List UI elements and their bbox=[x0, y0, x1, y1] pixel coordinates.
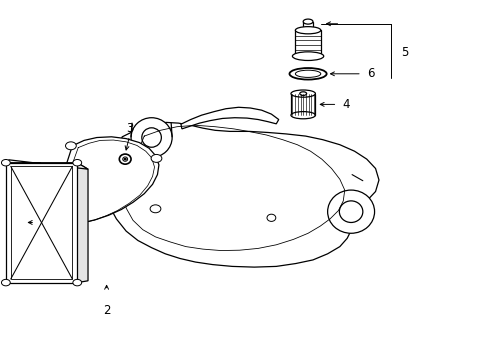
Ellipse shape bbox=[73, 159, 81, 166]
Polygon shape bbox=[6, 160, 88, 169]
Text: 2: 2 bbox=[102, 304, 110, 317]
Ellipse shape bbox=[131, 118, 172, 157]
Ellipse shape bbox=[122, 157, 127, 161]
Ellipse shape bbox=[303, 27, 312, 32]
Polygon shape bbox=[60, 137, 159, 224]
Text: 6: 6 bbox=[366, 67, 373, 80]
Bar bbox=[295, 30, 320, 56]
Ellipse shape bbox=[150, 205, 161, 213]
Text: 4: 4 bbox=[342, 98, 349, 111]
Ellipse shape bbox=[151, 154, 162, 162]
Ellipse shape bbox=[303, 19, 312, 24]
Text: 5: 5 bbox=[400, 46, 407, 59]
Polygon shape bbox=[105, 122, 378, 267]
Ellipse shape bbox=[65, 142, 76, 150]
Ellipse shape bbox=[295, 27, 320, 34]
Bar bbox=[6, 163, 77, 283]
Ellipse shape bbox=[142, 128, 161, 147]
Ellipse shape bbox=[292, 52, 323, 60]
Ellipse shape bbox=[58, 215, 69, 223]
Text: 1: 1 bbox=[12, 199, 20, 212]
Ellipse shape bbox=[119, 154, 131, 164]
Ellipse shape bbox=[290, 112, 315, 119]
Text: 3: 3 bbox=[125, 122, 133, 135]
Ellipse shape bbox=[1, 279, 10, 286]
Ellipse shape bbox=[327, 190, 374, 233]
Ellipse shape bbox=[339, 201, 362, 222]
Ellipse shape bbox=[1, 159, 10, 166]
Ellipse shape bbox=[289, 68, 326, 80]
Bar bbox=[11, 166, 72, 279]
Ellipse shape bbox=[295, 70, 320, 77]
Bar bbox=[290, 94, 315, 115]
Polygon shape bbox=[77, 163, 88, 283]
Ellipse shape bbox=[266, 214, 275, 221]
Polygon shape bbox=[181, 107, 278, 129]
Ellipse shape bbox=[299, 92, 306, 95]
Ellipse shape bbox=[124, 158, 126, 160]
Bar bbox=[303, 22, 312, 30]
Ellipse shape bbox=[73, 279, 81, 286]
Ellipse shape bbox=[290, 90, 315, 97]
